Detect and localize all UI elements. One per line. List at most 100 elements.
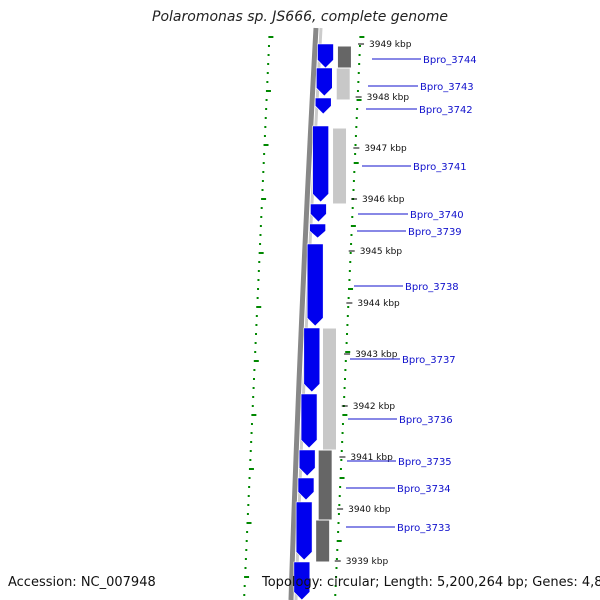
gc-dot-inner [358,54,361,56]
gc-dot-inner [352,180,355,182]
gc-dot-inner [335,558,338,560]
gc-dot-outer [265,99,268,101]
gc-dot-inner [341,441,344,443]
gc-dot-inner [358,45,361,47]
gc-dot-inner [350,225,356,227]
gc-dot-outer [262,162,265,164]
gc-dot-inner [349,261,352,263]
gc-dot-outer [255,324,258,326]
cds-arrow [298,449,316,477]
gc-dot-outer [256,297,259,299]
gc-dot-outer [265,90,271,92]
gc-dot-outer [253,360,259,362]
gc-dot-inner [355,117,358,119]
cds-arrow [306,243,324,327]
ruler-tick-label: 3944 kbp [357,299,400,309]
gc-dot-inner [337,531,340,533]
gc-dot-inner [354,153,357,155]
gc-dot-outer [244,567,247,569]
ruler-tick-label: 3943 kbp [355,350,398,360]
gc-dot-outer [261,189,264,191]
feature-block [315,519,331,563]
gc-dot-inner [344,369,347,371]
gc-dot-inner [359,36,365,38]
ruler-tick-label: 3946 kbp [362,195,405,205]
gc-dot-outer [266,81,269,83]
gc-dot-outer [263,135,266,137]
gc-dot-outer [257,288,260,290]
gc-dot-inner [356,99,362,101]
gc-dot-inner [358,63,361,65]
gc-dot-outer [263,153,266,155]
gc-dot-outer [248,486,251,488]
gene-label: Bpro_3736 [399,415,453,426]
gc-dot-outer [255,333,258,335]
gc-dot-outer [246,522,252,524]
ruler-tick-label: 3941 kbp [350,453,393,463]
gc-dot-inner [342,414,348,416]
gc-dot-outer [259,243,262,245]
gc-dot-outer [256,306,262,308]
gc-dot-inner [356,108,359,110]
gc-dot-inner [338,495,341,497]
gc-dot-inner [343,396,346,398]
gc-dot-outer [248,468,254,470]
gc-dot-outer [245,540,248,542]
gene-label: Bpro_3740 [410,210,464,221]
gc-dot-inner [337,522,340,524]
gc-dot-inner [351,216,354,218]
feature-block [332,127,348,205]
cds-arrow [310,203,327,223]
gc-dot-outer [247,504,250,506]
gc-dot-outer [258,252,264,254]
gc-dot-outer [251,414,257,416]
gc-dot-inner [341,423,344,425]
gc-dot-inner [354,135,357,137]
cds-arrow [300,393,318,449]
gc-dot-inner [355,126,358,128]
gc-dot-inner [336,549,339,551]
gc-dot-outer [252,387,255,389]
feature-block [321,327,337,451]
gc-dot-inner [339,486,342,488]
cds-arrow [293,561,311,600]
gene-label: Bpro_3739 [408,227,462,238]
gc-dot-outer [243,585,246,587]
ruler-tick-label: 3939 kbp [346,557,389,567]
gc-dot-outer [265,108,268,110]
gc-dot-inner [343,378,346,380]
gc-dot-outer [244,576,250,578]
gc-dot-inner [340,450,343,452]
feature-track [315,45,352,563]
gene-label: Bpro_3737 [402,355,456,366]
gc-dot-outer [250,423,253,425]
gene-label: Bpro_3744 [423,55,477,66]
gc-dot-inner [354,144,357,146]
gc-dot-outer [260,207,263,209]
gc-dot-inner [334,585,337,587]
gc-dot-inner [345,342,348,344]
gc-dot-outer [255,315,258,317]
gc-dot-outer [260,216,263,218]
gc-dot-outer [246,513,249,515]
ruler-tick-label: 3949 kbp [369,40,412,50]
gc-dot-inner [351,207,354,209]
gc-dot-inner [346,324,349,326]
ruler-tick-label: 3945 kbp [360,247,403,257]
gene-label: Bpro_3742 [419,105,473,116]
gc-dot-outer [244,558,247,560]
ruler-tick-label: 3940 kbp [348,505,391,515]
gc-dot-inner [357,72,360,74]
gc-dot-outer [249,459,252,461]
gc-dot-inner [348,279,351,281]
gene-label: Bpro_3741 [413,162,467,173]
gc-dot-inner [347,297,350,299]
gc-dot-outer [261,180,264,182]
gc-dot-inner [345,351,351,353]
cds-arrow [316,67,333,97]
gc-dot-inner [350,234,353,236]
gene-label: Bpro_3743 [420,82,474,93]
gc-dot-inner [344,360,347,362]
gene-label: Bpro_3738 [405,282,459,293]
